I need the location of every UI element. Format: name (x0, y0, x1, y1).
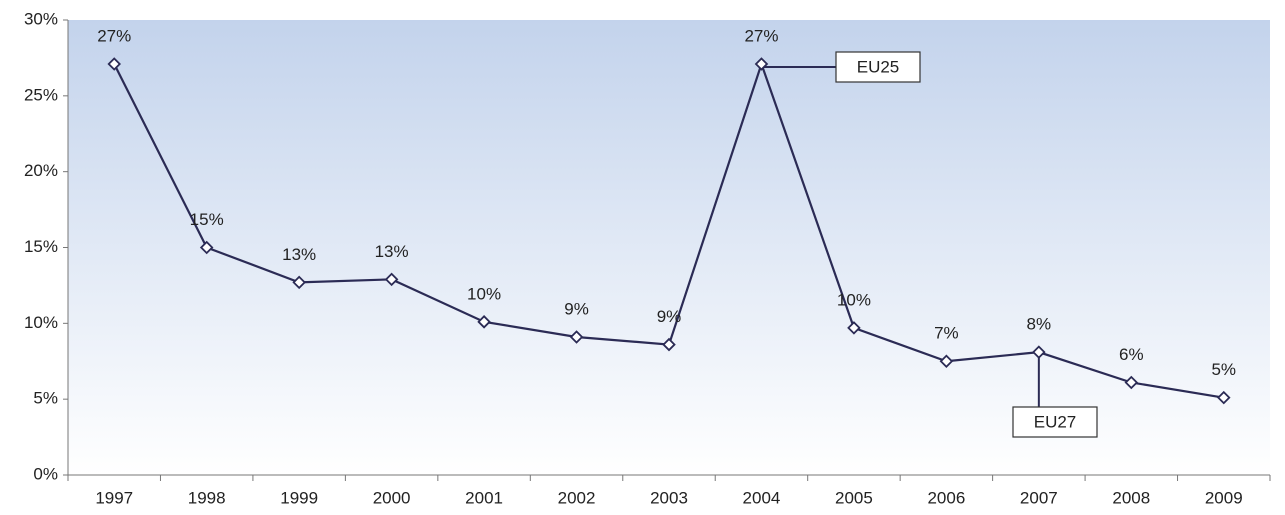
data-label: 9% (657, 307, 682, 326)
x-tick-label: 2000 (373, 488, 411, 507)
y-tick-label: 15% (24, 237, 58, 256)
annotation-box (835, 51, 921, 83)
plot-area (68, 20, 1270, 475)
x-tick-label: 1997 (95, 488, 133, 507)
x-tick-label: 2002 (558, 488, 596, 507)
annotation: EU27 (1034, 412, 1077, 431)
y-tick-label: 25% (24, 85, 58, 104)
data-label: 7% (934, 324, 959, 343)
y-tick-label: 30% (24, 9, 58, 28)
x-tick-label: 2009 (1205, 488, 1243, 507)
point-marker (1032, 345, 1046, 359)
x-tick-label: 2005 (835, 488, 873, 507)
x-tick-label: 2001 (465, 488, 503, 507)
point-marker (662, 337, 676, 352)
data-label: 13% (375, 242, 409, 261)
point-marker (569, 330, 584, 344)
point-marker (1124, 375, 1139, 390)
x-tick-label: 1999 (280, 488, 318, 507)
data-label: 9% (564, 299, 589, 318)
y-tick-label: 0% (33, 464, 58, 483)
x-tick-label: 2004 (743, 488, 781, 507)
data-label: 27% (97, 26, 131, 45)
x-tick-label: 2007 (1020, 488, 1058, 507)
y-tick-label: 20% (24, 161, 58, 180)
point-marker (107, 57, 122, 71)
data-label: 8% (1027, 315, 1052, 334)
y-tick-label: 5% (33, 389, 58, 408)
annotation-box (1012, 406, 1098, 438)
data-label: 13% (282, 245, 316, 264)
data-label: 15% (190, 210, 224, 229)
data-label: 27% (744, 26, 778, 45)
point-marker (477, 315, 491, 329)
data-label: 10% (837, 290, 871, 309)
point-marker (1216, 390, 1231, 405)
data-label: 10% (467, 284, 501, 303)
point-marker (199, 240, 214, 255)
point-marker (939, 354, 954, 369)
data-label: 6% (1119, 345, 1144, 364)
point-marker (847, 321, 861, 335)
data-label: 5% (1211, 360, 1236, 379)
x-tick-label: 2003 (650, 488, 688, 507)
y-tick-label: 10% (24, 313, 58, 332)
point-marker (384, 272, 399, 287)
x-tick-label: 1998 (188, 488, 226, 507)
point-marker (292, 275, 306, 290)
annotation: EU25 (857, 57, 900, 76)
x-tick-label: 2008 (1112, 488, 1150, 507)
point-marker (754, 57, 769, 71)
x-tick-label: 2006 (927, 488, 965, 507)
